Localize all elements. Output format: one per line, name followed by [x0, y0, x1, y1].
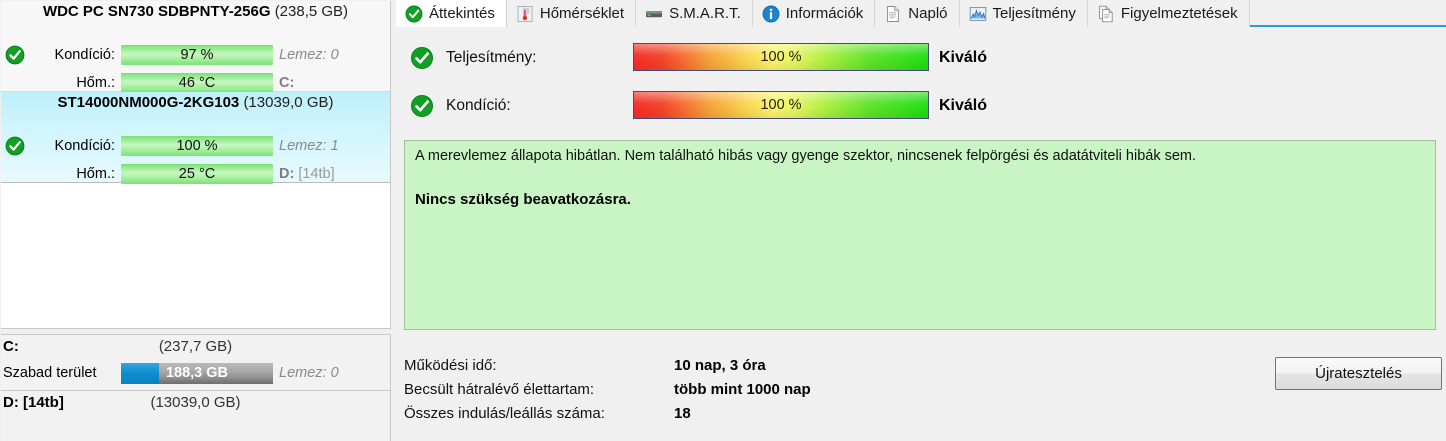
check-circle-icon — [410, 94, 434, 118]
health-verdict: Kiváló — [939, 97, 988, 114]
tab-h-m-rs-klet[interactable]: Hőmérséklet — [506, 0, 637, 27]
volume-free-value: 188,3 GB — [165, 365, 229, 381]
health-bar: 100 % — [633, 91, 929, 119]
drive-health-bar: 97 % — [121, 45, 273, 65]
drive-capacity: (13039,0 GB) — [243, 94, 334, 111]
tab-label: Áttekintés — [429, 5, 495, 22]
volume-free-bar: 188,3 GB — [121, 363, 273, 384]
drive-letter-wrap: C: — [279, 72, 294, 94]
health-bar-gloss — [634, 92, 928, 118]
drive-health-value: 100 % — [176, 138, 218, 154]
drive-list-item[interactable]: WDC PC SN730 SDBPNTY-256G (238,5 GB) Kond… — [1, 1, 390, 93]
drive-temp-value: 25 °C — [178, 166, 216, 182]
tab-label: Napló — [908, 5, 948, 22]
drive-health-label: Kondíció: — [54, 47, 115, 63]
volume-header: C: (237,7 GB) — [1, 338, 390, 360]
status-message-line2: Nincs szükség beavatkozásra. — [415, 191, 631, 208]
drive-title: WDC PC SN730 SDBPNTY-256G (238,5 GB) — [1, 3, 390, 20]
volume-free-fill — [121, 363, 159, 384]
volume-free-label: Szabad terület — [3, 365, 97, 381]
health-label: Kondíció: — [446, 97, 511, 114]
drive-sidebar: WDC PC SN730 SDBPNTY-256G (238,5 GB) Kond… — [0, 0, 392, 441]
check-circle-icon — [410, 46, 434, 70]
drive-letter-wrap: D: [14tb] — [279, 163, 335, 185]
performance-verdict: Kiváló — [939, 49, 988, 66]
documents-icon — [1097, 5, 1115, 23]
performance-row: Teljesítmény: 100 % Kiváló — [396, 42, 1446, 76]
health-bar-value: 100 % — [760, 97, 802, 113]
drive-letter: C: — [279, 75, 295, 91]
stat-key: Becsült hátralévő élettartam: — [404, 381, 595, 398]
stat-key: Működési idő: — [404, 357, 497, 374]
health-row: Kondíció: 100 % Kiváló — [396, 90, 1446, 124]
tab-label: Információk — [785, 5, 864, 22]
tab-label: Teljesítmény — [992, 5, 1076, 22]
status-message-box: A merevlemez állapota hibátlan. Nem talá… — [404, 140, 1436, 330]
drive-health-label: Kondíció: — [54, 138, 115, 154]
drive-temp-bar: 25 °C — [121, 164, 273, 184]
volume-list[interactable]: C: (237,7 GB) Szabad terület 188,3 GB Lemez:… — [1, 334, 391, 441]
volume-header: D: [14tb] (13039,0 GB) — [1, 394, 390, 416]
drive-temp-value: 46 °C — [178, 75, 216, 91]
info-circle-icon — [762, 5, 780, 23]
stat-value: 10 nap, 3 óra — [674, 357, 766, 374]
performance-bar: 100 % — [633, 43, 929, 71]
volume-list-item[interactable]: C: (237,7 GB) Szabad terület 188,3 GB Lemez:… — [1, 335, 390, 391]
volume-disk-index: Lemez: 0 — [279, 365, 339, 381]
status-message-line1: A merevlemez állapota hibátlan. Nem talá… — [415, 148, 1197, 164]
performance-bar-gloss — [634, 44, 928, 70]
volume-free-row: Szabad terület 188,3 GB Lemez: 0 — [1, 362, 390, 386]
drive-disk-index: Lemez: 1 — [279, 138, 339, 154]
tab-s-m-a-r-t[interactable]: S.M.A.R.T. — [636, 0, 753, 27]
stat-key: Összes indulás/leállás száma: — [404, 405, 605, 422]
tab-label: Hőmérséklet — [539, 5, 625, 22]
performance-label: Teljesítmény: — [446, 49, 537, 66]
document-icon — [884, 5, 902, 23]
tab-bar-filler — [1249, 0, 1446, 25]
retest-button[interactable]: Újratesztelés — [1275, 357, 1442, 390]
performance-bar-value: 100 % — [760, 49, 802, 65]
drive-list-item[interactable]: ST14000NM000G-2KG103 (13039,0 GB) Kondíci… — [1, 92, 390, 184]
tab-bar[interactable]: Áttekintés Hőmérséklet S.M.A.R.T. Informáci… — [396, 0, 1446, 27]
drive-health-row: Kondíció: 97 % Lemez: 0 — [1, 44, 390, 68]
stat-value: több mint 1000 nap — [674, 381, 811, 398]
harddisk-icon — [645, 5, 663, 23]
drive-letter: D: — [279, 166, 295, 182]
drive-temp-bar: 46 °C — [121, 73, 273, 93]
drive-temp-row: Hőm.: 25 °C D: [14tb] — [1, 163, 390, 187]
tab-label: S.M.A.R.T. — [669, 5, 741, 22]
drive-capacity: (238,5 GB) — [274, 3, 349, 20]
tab-label: Figyelmeztetések — [1120, 5, 1238, 22]
check-circle-icon — [5, 136, 25, 156]
drive-list[interactable]: WDC PC SN730 SDBPNTY-256G (238,5 GB) Kond… — [1, 1, 391, 329]
volume-name: C: — [3, 338, 19, 355]
detail-panel: Áttekintés Hőmérséklet S.M.A.R.T. Informáci… — [396, 0, 1446, 441]
drive-temp-label: Hőm.: — [76, 166, 115, 182]
drive-temp-row: Hőm.: 46 °C C: — [1, 72, 390, 96]
volume-list-item[interactable]: D: [14tb] (13039,0 GB) — [1, 391, 390, 441]
check-circle-icon — [5, 45, 25, 65]
drive-disk-index: Lemez: 0 — [279, 47, 339, 63]
tab-teljes-tm-ny[interactable]: Teljesítmény — [959, 0, 1088, 27]
volume-size: (237,7 GB) — [158, 338, 233, 355]
volume-size: (13039,0 GB) — [150, 394, 241, 411]
drive-health-row: Kondíció: 100 % Lemez: 1 — [1, 135, 390, 159]
drive-temp-label: Hőm.: — [76, 75, 115, 91]
graph-icon — [969, 5, 987, 23]
tab-figyelmeztet-sek[interactable]: Figyelmeztetések — [1087, 0, 1250, 27]
stat-value: 18 — [674, 405, 691, 422]
drive-model: ST14000NM000G-2KG103 — [57, 94, 240, 111]
drive-model: WDC PC SN730 SDBPNTY-256G — [42, 3, 271, 20]
tab-napl[interactable]: Napló — [875, 0, 960, 27]
thermometer-icon — [516, 5, 534, 23]
tab-ttekint-s[interactable]: Áttekintés — [396, 0, 507, 27]
tab-inform-ci-k[interactable]: Információk — [752, 0, 876, 27]
drive-title: ST14000NM000G-2KG103 (13039,0 GB) — [1, 94, 390, 111]
drive-health-value: 97 % — [180, 47, 214, 63]
drive-tag: [14tb] — [298, 166, 335, 182]
volume-name: D: [14tb] — [3, 394, 64, 411]
drive-health-bar: 100 % — [121, 136, 273, 156]
check-circle-icon — [405, 5, 423, 23]
